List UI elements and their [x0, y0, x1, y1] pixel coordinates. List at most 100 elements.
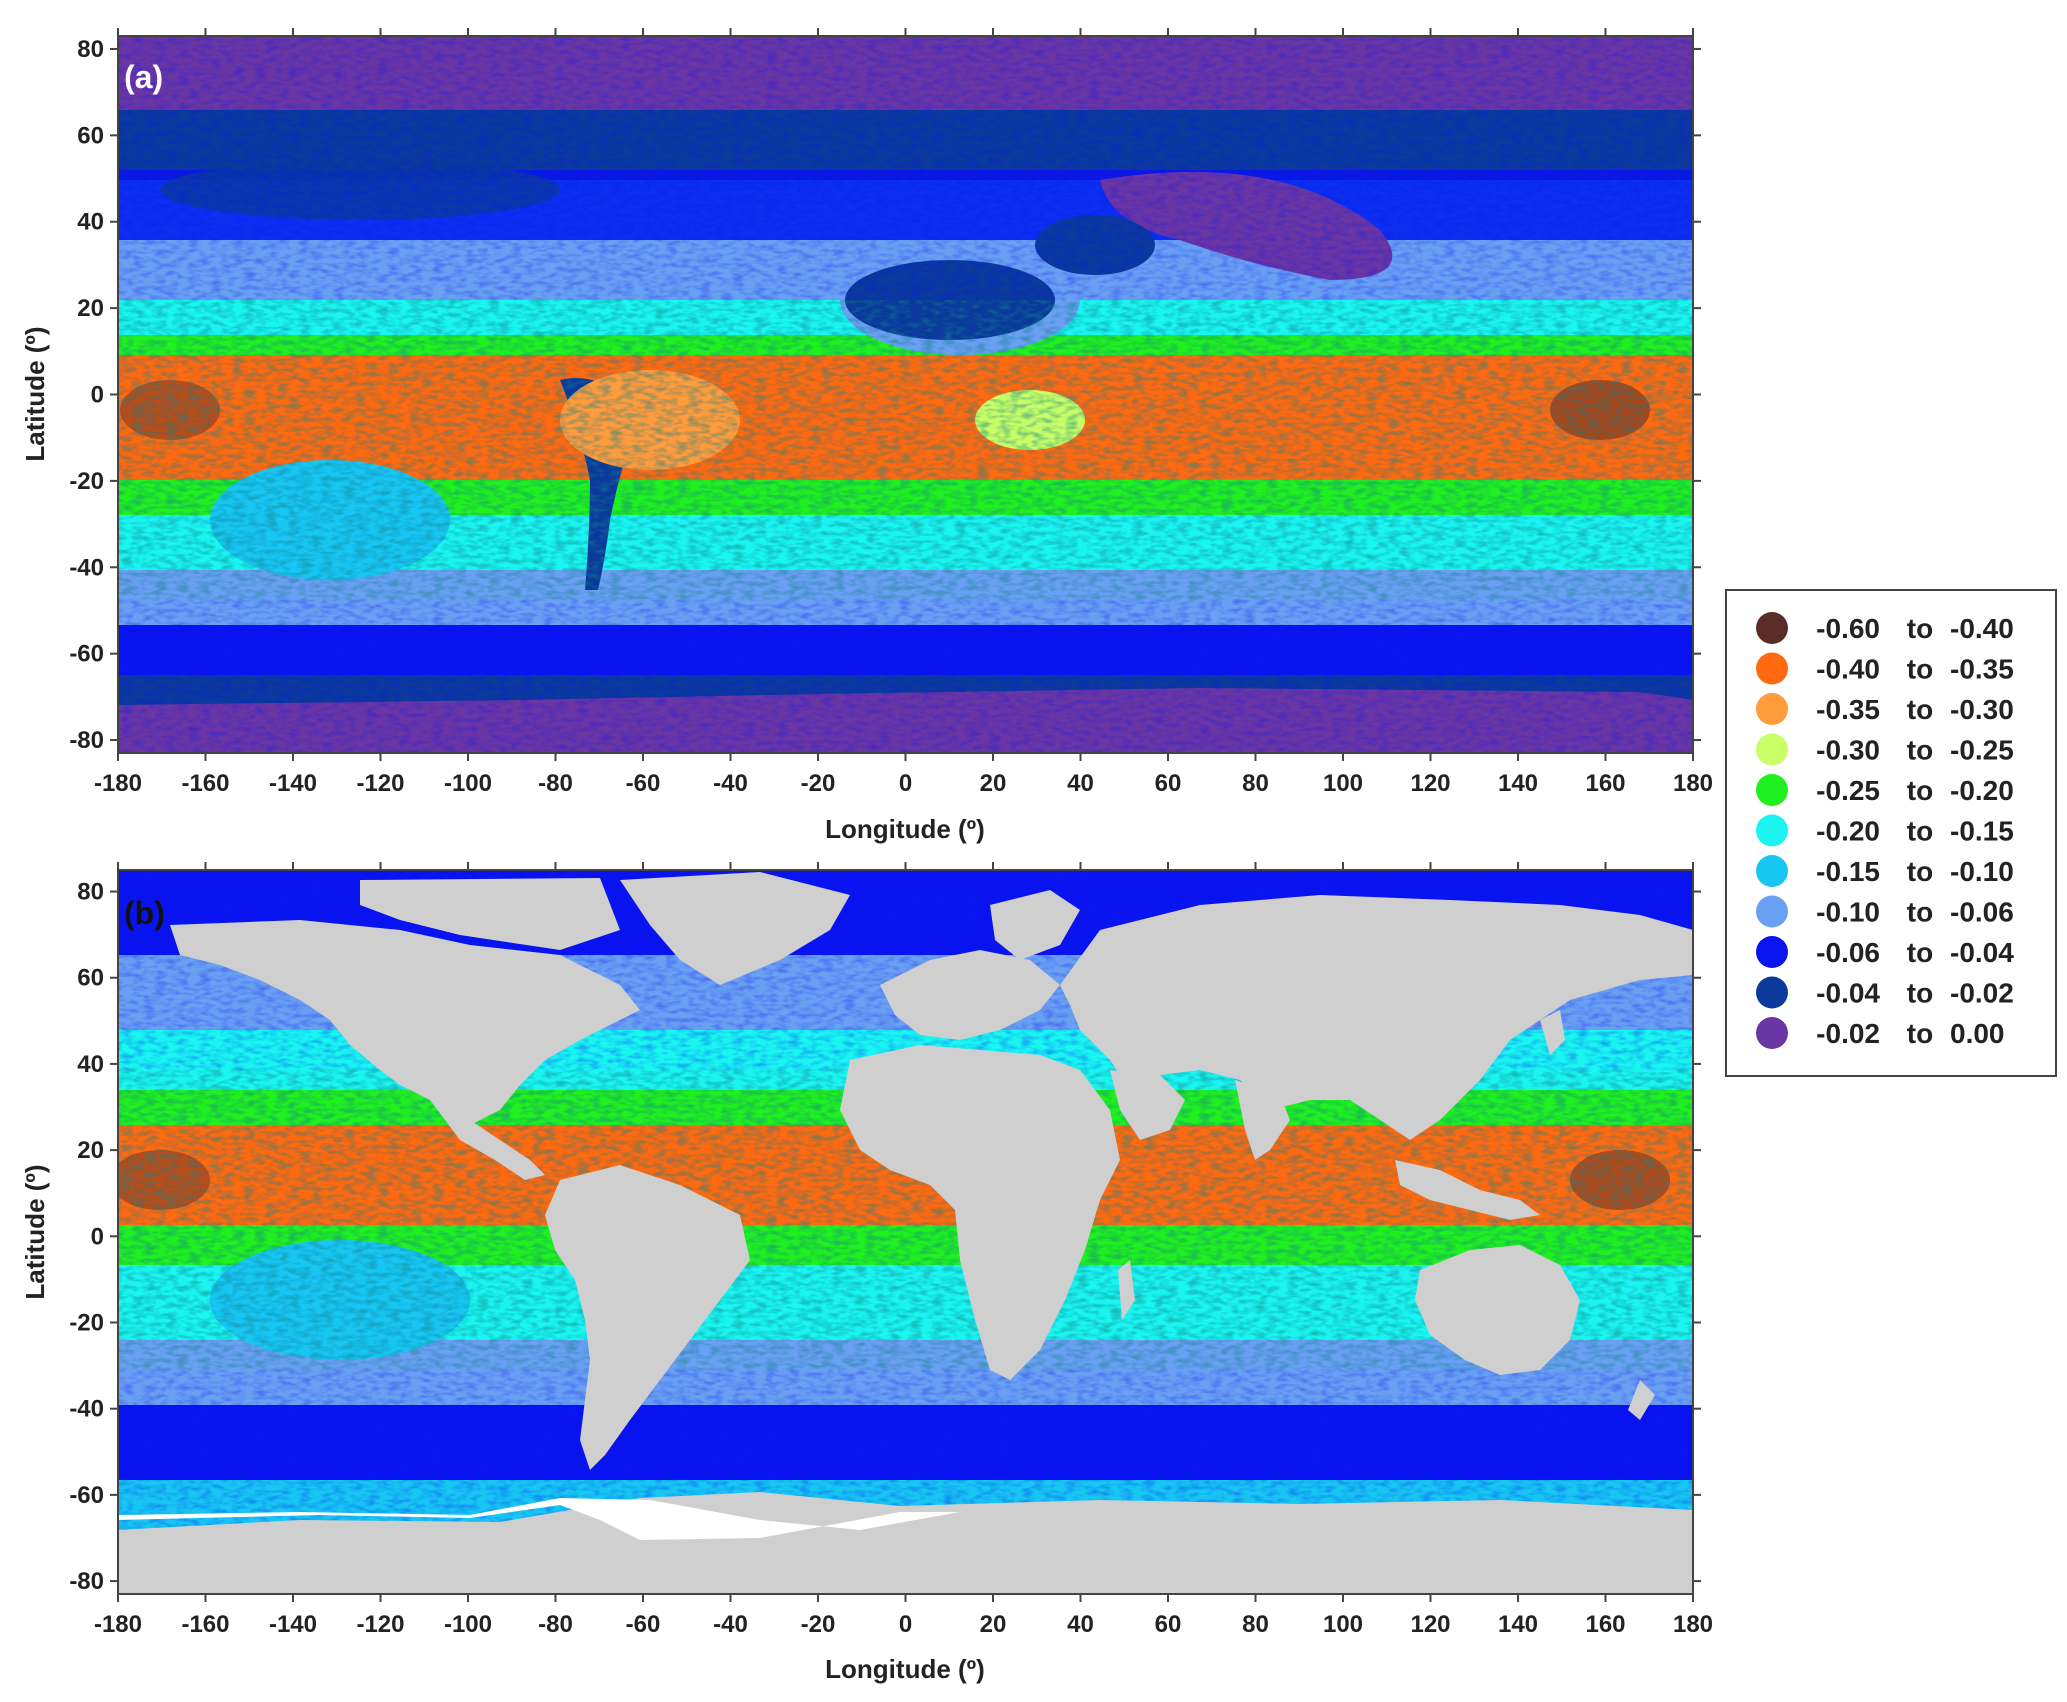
legend-to-word: to — [1907, 897, 1933, 928]
panel-b-axes: -180 -160 -140 -120 -100 -80 -60 -40 -20 0 20 40 60 8… — [69, 862, 1713, 1638]
y-tick-label: -80 — [69, 727, 104, 754]
land-europe — [880, 950, 1060, 1040]
swath-texture-tropics — [118, 300, 1693, 600]
legend-from: -0.35 — [1816, 694, 1880, 725]
y-tick-label: 0 — [91, 382, 104, 409]
land-scandinavia — [990, 890, 1080, 960]
x-tick-label: -140 — [269, 1611, 317, 1638]
land-north-america — [170, 920, 640, 1125]
legend-to-word: to — [1907, 978, 1933, 1009]
legend-to: -0.35 — [1950, 654, 2014, 685]
x-tick-label: -40 — [713, 1611, 748, 1638]
y-tick-label: -20 — [69, 1310, 104, 1337]
legend-to-word: to — [1907, 816, 1933, 847]
legend-entry: -0.20 to -0.15 — [1756, 814, 2014, 847]
legend-swatch — [1756, 693, 1788, 725]
y-tick-label: 20 — [77, 295, 104, 322]
x-tick-label: 60 — [1155, 1611, 1182, 1638]
sea-ice-shelf — [118, 1498, 960, 1540]
legend-to-word: to — [1907, 856, 1933, 887]
legend-from: -0.04 — [1816, 978, 1880, 1009]
land-central-america — [430, 1100, 545, 1180]
x-tick-label: -20 — [801, 770, 836, 797]
x-tick-label: 120 — [1410, 1611, 1450, 1638]
land-canadian-arctic — [360, 878, 620, 950]
land-masses — [118, 872, 1693, 1594]
x-tick-label: -60 — [626, 1611, 661, 1638]
legend-from: -0.25 — [1816, 775, 1880, 806]
y-tick-label: -40 — [69, 554, 104, 581]
x-tick-label: -180 — [94, 770, 142, 797]
x-tick-label: 100 — [1323, 770, 1363, 797]
y-tick-label: -60 — [69, 641, 104, 668]
x-tick-label: -20 — [801, 1611, 836, 1638]
legend-to: -0.10 — [1950, 856, 2014, 887]
x-tick-label: 40 — [1067, 1611, 1094, 1638]
legend-from: -0.10 — [1816, 897, 1880, 928]
legend-to: -0.30 — [1950, 694, 2014, 725]
x-tick-label: -140 — [269, 770, 317, 797]
land-australia — [1415, 1245, 1580, 1375]
legend-to: -0.02 — [1950, 978, 2014, 1009]
panel-a-xlabel: Longitude (º) — [825, 814, 985, 844]
panel-a: -180 -160 -140 -120 -100 -80 -60 -40 -20 0 20 40 60 8… — [20, 28, 1713, 844]
legend-to: -0.06 — [1950, 897, 2014, 928]
x-tick-label: -160 — [181, 770, 229, 797]
legend-to-word: to — [1907, 937, 1933, 968]
panel-b: -180 -160 -140 -120 -100 -80 -60 -40 -20 0 20 40 60 8… — [20, 862, 1713, 1684]
legend-items: -0.60 to -0.40-0.40 to -0.35-0.35 to -0.30-0.3… — [1756, 612, 2014, 1049]
x-tick-label: -100 — [444, 1611, 492, 1638]
land-maritime-continent — [1395, 1160, 1540, 1220]
legend-from: -0.60 — [1816, 613, 1880, 644]
panel-a-label: (a) — [124, 59, 163, 95]
x-tick-label: 80 — [1242, 770, 1269, 797]
legend-entry: -0.15 to -0.10 — [1756, 855, 2014, 887]
legend-from: -0.30 — [1816, 735, 1880, 766]
legend-to: -0.04 — [1950, 937, 2014, 968]
x-tick-label: 20 — [980, 770, 1007, 797]
panel-b-label: (b) — [124, 895, 165, 931]
legend-to-word: to — [1907, 1018, 1933, 1049]
legend-swatch — [1756, 936, 1788, 968]
legend-swatch — [1756, 733, 1788, 766]
legend-to-word: to — [1907, 735, 1933, 766]
x-tick-label: -120 — [356, 770, 404, 797]
legend-swatch — [1756, 652, 1788, 685]
x-tick-label: 0 — [899, 770, 912, 797]
x-tick-label: 140 — [1498, 1611, 1538, 1638]
x-tick-label: 180 — [1673, 1611, 1713, 1638]
panel-b-map — [118, 870, 1693, 1594]
x-tick-label: 180 — [1673, 770, 1713, 797]
legend-from: -0.02 — [1816, 1018, 1880, 1049]
x-tick-label: -60 — [626, 770, 661, 797]
legend-to-word: to — [1907, 775, 1933, 806]
x-tick-label: 100 — [1323, 1611, 1363, 1638]
panel-b-xlabel: Longitude (º) — [825, 1654, 985, 1684]
legend-to-word: to — [1907, 654, 1933, 685]
y-tick-label: 80 — [77, 879, 104, 906]
land-africa — [840, 1045, 1120, 1380]
y-tick-label: -20 — [69, 468, 104, 495]
panel-a-ylabel: Latitude (º) — [20, 326, 50, 461]
x-tick-label: -120 — [356, 1611, 404, 1638]
x-tick-label: -80 — [538, 770, 573, 797]
y-tick-label: -80 — [69, 1568, 104, 1595]
x-tick-label: 80 — [1242, 1611, 1269, 1638]
legend-from: -0.06 — [1816, 937, 1880, 968]
x-tick-label: -100 — [444, 770, 492, 797]
legend-swatch — [1756, 774, 1788, 806]
x-tick-label: 0 — [899, 1611, 912, 1638]
legend-to: -0.40 — [1950, 613, 2014, 644]
legend-to-word: to — [1907, 694, 1933, 725]
legend-to: -0.20 — [1950, 775, 2014, 806]
legend-to: -0.25 — [1950, 735, 2014, 766]
land-greenland — [620, 872, 850, 985]
land-asia — [1060, 895, 1693, 1140]
legend-entry: -0.06 to -0.04 — [1756, 936, 2014, 968]
legend-to: -0.15 — [1950, 816, 2014, 847]
legend-swatch — [1756, 895, 1788, 928]
land-india — [1235, 1080, 1290, 1160]
x-tick-label: -180 — [94, 1611, 142, 1638]
x-tick-label: 140 — [1498, 770, 1538, 797]
